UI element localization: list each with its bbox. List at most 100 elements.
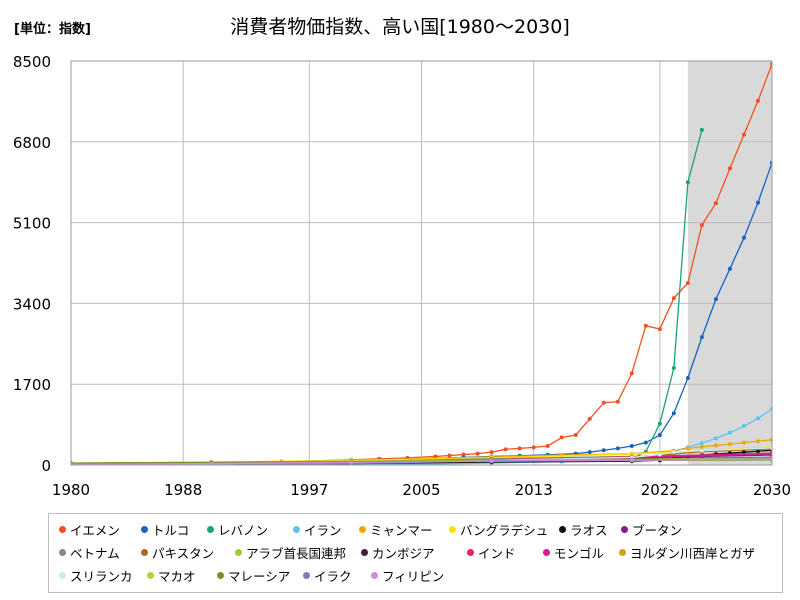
data-point — [545, 443, 550, 448]
data-point — [629, 371, 634, 376]
legend-label: バングラデシュ — [460, 522, 549, 538]
data-point — [741, 235, 746, 240]
legend-item: モンゴル — [543, 543, 619, 561]
data-point — [601, 400, 606, 405]
legend-item: ミャンマー — [359, 520, 449, 538]
data-point — [433, 454, 438, 459]
data-point — [741, 424, 746, 429]
legend-label: ベトナム — [70, 545, 120, 561]
legend-marker — [303, 571, 310, 579]
data-point — [517, 446, 522, 451]
data-point — [629, 458, 634, 463]
legend-marker — [59, 548, 66, 556]
x-tick-label: 2022 — [641, 481, 679, 499]
legend-item: パキスタン — [141, 543, 235, 561]
data-point — [727, 266, 732, 271]
legend-label: マカオ — [158, 568, 196, 584]
data-point — [727, 430, 732, 435]
legend-marker — [359, 525, 366, 533]
x-tick-label: 1988 — [164, 481, 202, 499]
data-point — [727, 442, 732, 447]
legend-item: ブータン — [621, 520, 682, 538]
data-point — [657, 421, 662, 426]
data-point — [615, 446, 620, 451]
data-point — [784, 447, 788, 451]
data-point — [741, 440, 746, 445]
legend-item: イエメン — [59, 520, 141, 538]
data-point — [713, 201, 718, 206]
data-point — [489, 459, 494, 464]
x-tick-label: 2013 — [515, 481, 553, 499]
series-line — [71, 63, 772, 465]
legend-marker — [207, 525, 214, 533]
legend-item: イラク — [303, 566, 371, 584]
legend-label: フィリピン — [382, 568, 445, 584]
data-point — [713, 443, 718, 448]
legend-label: パキスタン — [152, 545, 215, 561]
data-point — [713, 297, 718, 302]
legend-marker — [217, 571, 224, 579]
legend-marker — [621, 525, 628, 533]
legend-marker — [147, 571, 154, 579]
legend-marker — [619, 548, 626, 556]
data-point — [657, 452, 662, 457]
data-point — [475, 451, 480, 456]
data-point — [685, 376, 690, 381]
data-point — [755, 439, 760, 444]
series-line — [71, 458, 772, 465]
legend-item: バングラデシュ — [449, 520, 559, 538]
legend-label: イラク — [314, 568, 352, 584]
legend-marker — [559, 525, 566, 533]
x-tick-label: 1997 — [290, 481, 328, 499]
legend-marker — [467, 548, 474, 556]
y-tick-label: 8500 — [13, 53, 51, 71]
forecast-region — [687, 61, 772, 465]
legend-label: ブータン — [632, 522, 683, 538]
x-tick-label: 2030 — [753, 481, 791, 499]
legend-label: スリランカ — [70, 568, 133, 584]
data-point — [699, 448, 704, 453]
legend-label: ミャンマー — [370, 522, 433, 538]
legend-marker — [361, 548, 368, 556]
data-point — [685, 446, 690, 451]
data-point — [755, 200, 760, 205]
data-point — [699, 444, 704, 449]
data-point — [503, 447, 508, 452]
data-point — [755, 98, 760, 103]
data-point — [209, 461, 214, 465]
legend-label: アラブ首長国連邦 — [246, 545, 347, 561]
data-point — [685, 180, 690, 185]
data-point — [657, 433, 662, 438]
legend-marker — [59, 571, 66, 579]
data-point — [461, 452, 466, 457]
legend-marker — [371, 571, 378, 579]
x-tick-label: 1980 — [52, 481, 90, 499]
legend-label: イエメン — [70, 522, 120, 538]
legend-marker — [59, 525, 66, 533]
data-point — [755, 416, 760, 421]
legend-item: ラオス — [559, 520, 621, 538]
legend-item: インド — [467, 543, 543, 561]
y-tick-label: 6800 — [13, 134, 51, 152]
legend-label: イラン — [304, 522, 342, 538]
data-point — [489, 450, 494, 455]
x-tick-label: 2005 — [402, 481, 440, 499]
data-point — [447, 453, 452, 458]
legend: イエメン トルコ レバノン イラン ミャンマー バングラデシュ ラオス ブータン ベトナム パキ… — [48, 513, 783, 593]
legend-item: ヨルダン川西岸とガザ — [619, 543, 755, 561]
data-point — [699, 441, 704, 446]
legend-label: ラオス — [570, 522, 608, 538]
data-point — [685, 280, 690, 285]
legend-marker — [141, 548, 148, 556]
legend-marker — [293, 525, 300, 533]
legend-item: アラブ首長国連邦 — [235, 543, 361, 561]
data-point — [643, 440, 648, 445]
data-point — [615, 399, 620, 404]
data-point — [671, 450, 676, 455]
legend-item: トルコ — [141, 520, 207, 538]
data-point — [784, 396, 788, 400]
y-tick-label: 3400 — [13, 295, 51, 313]
data-point — [643, 323, 648, 328]
legend-marker — [543, 548, 550, 556]
